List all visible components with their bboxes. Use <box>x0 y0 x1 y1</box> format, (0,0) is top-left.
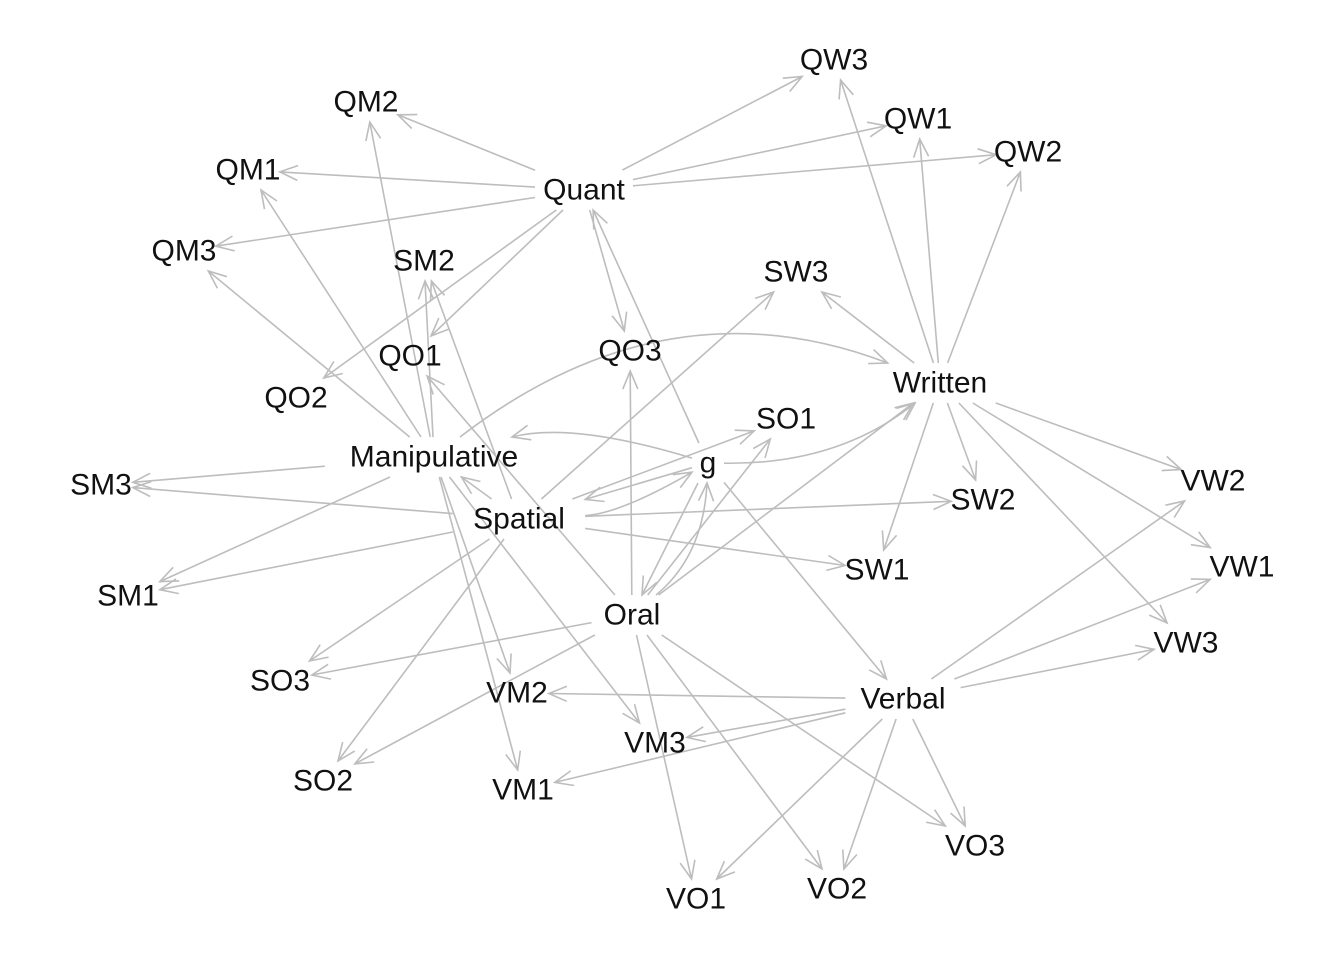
edge-written-to-vw1 <box>972 402 1212 549</box>
edge-spatial-to-manipulative <box>459 475 493 500</box>
node-vo1: VO1 <box>666 883 726 916</box>
edge-spatial-to-g <box>585 471 694 517</box>
edge-g-to-spatial <box>583 466 693 503</box>
node-qw2: QW2 <box>994 136 1062 169</box>
edge-spatial-to-sm1 <box>157 531 453 595</box>
edge-quant-to-qo2 <box>322 209 557 380</box>
edge-quant-to-qm3 <box>213 196 536 252</box>
node-sw1: SW1 <box>844 554 909 587</box>
edge-verbal-to-vm1 <box>552 712 846 787</box>
node-verbal: Verbal <box>860 683 945 716</box>
edge-manipulative-to-vm1 <box>438 476 522 773</box>
edge-g-to-oral <box>641 482 699 597</box>
edge-oral-to-qo1 <box>425 374 616 596</box>
edge-written-to-vw2 <box>995 402 1184 472</box>
node-vm2: VM2 <box>486 677 548 710</box>
node-sm3: SM3 <box>70 469 132 502</box>
node-qm3: QM3 <box>151 235 216 268</box>
node-spatial: Spatial <box>473 503 565 536</box>
node-sw3: SW3 <box>763 256 828 289</box>
node-vw2: VW2 <box>1180 465 1245 498</box>
edge-verbal-to-vm2 <box>546 685 846 703</box>
edge-manipulative-to-vm3 <box>448 476 641 725</box>
edge-spatial-to-so2 <box>336 538 505 763</box>
edge-g-to-quant <box>592 208 700 444</box>
node-vo3: VO3 <box>945 830 1005 863</box>
edge-spatial-to-sw2 <box>585 493 954 518</box>
edge-verbal-to-vw3 <box>960 644 1157 689</box>
node-qm2: QM2 <box>333 86 398 119</box>
edge-oral-to-so2 <box>352 634 596 765</box>
node-vw3: VW3 <box>1153 627 1218 660</box>
node-sw2: SW2 <box>950 484 1015 517</box>
node-vm1: VM1 <box>492 774 554 807</box>
edge-oral-to-vo3 <box>661 634 948 828</box>
edge-spatial-to-so3 <box>307 538 490 663</box>
node-vw1: VW1 <box>1209 551 1274 584</box>
edge-spatial-to-sm3 <box>130 480 453 515</box>
edge-spatial-to-sw3 <box>540 290 776 500</box>
edge-manipulative-to-qm3 <box>206 269 411 438</box>
edge-oral-to-so1 <box>647 437 772 596</box>
edge-quant-to-qo3 <box>588 209 628 333</box>
edge-verbal-to-vo2 <box>842 718 897 871</box>
node-oral: Oral <box>604 599 661 632</box>
edge-manipulative-to-qm1 <box>259 188 422 438</box>
edge-oral-to-so3 <box>309 621 592 680</box>
edge-written-to-qw1 <box>912 136 940 364</box>
edge-spatial-to-sm2 <box>429 279 513 500</box>
node-so1: SO1 <box>756 403 816 436</box>
edges-layer <box>130 75 1213 882</box>
edge-oral-to-g <box>655 480 715 596</box>
node-qm1: QM1 <box>215 154 280 187</box>
edge-written-to-sw2 <box>946 402 978 482</box>
edge-verbal-to-vm3 <box>684 708 846 743</box>
edge-verbal-to-vw1 <box>954 578 1213 680</box>
edge-verbal-to-vo1 <box>715 718 883 881</box>
edge-manipulative-to-sm3 <box>130 465 325 490</box>
edge-spatial-to-so1 <box>572 429 757 500</box>
edge-g-to-manipulative <box>509 424 693 459</box>
node-sm2: SM2 <box>393 245 455 278</box>
edge-oral-to-qo3 <box>622 368 639 596</box>
node-manipulative: Manipulative <box>350 441 518 474</box>
node-vo2: VO2 <box>807 873 867 906</box>
nodes-layer: QW3 QW1 QW2 QM2 QM1 QM3 Quant SM2 SW3 QO3 QO1 QO2 Wr… <box>70 44 1274 916</box>
edge-written-to-sw3 <box>820 290 915 364</box>
edge-written-to-qw3 <box>838 78 935 364</box>
edge-quant-to-qw2 <box>632 148 999 187</box>
edge-spatial-to-sw1 <box>585 527 848 572</box>
edge-quant-to-qm1 <box>277 164 536 188</box>
edge-manipulative-to-written <box>459 332 890 438</box>
node-quant: Quant <box>543 174 625 207</box>
edge-written-to-qw2 <box>946 170 1022 364</box>
node-so2: SO2 <box>293 765 353 798</box>
edge-quant-to-qo1 <box>429 209 564 338</box>
node-qo2: QO2 <box>264 382 327 415</box>
edge-g-to-verbal <box>723 481 888 681</box>
edge-written-to-sw1 <box>881 402 935 552</box>
edge-oral-to-vo2 <box>646 634 824 871</box>
node-qo1: QO1 <box>378 340 441 373</box>
edge-quant-to-qm2 <box>395 113 536 171</box>
node-so3: SO3 <box>250 665 310 698</box>
node-vm3: VM3 <box>624 727 686 760</box>
node-qo3: QO3 <box>598 335 661 368</box>
edge-manipulative-to-qm2 <box>365 119 431 438</box>
edge-verbal-to-vo3 <box>912 718 967 828</box>
edge-verbal-to-vw2 <box>930 499 1187 680</box>
node-qw1: QW1 <box>884 103 952 136</box>
edge-quant-to-qw3 <box>622 75 805 171</box>
node-qw3: QW3 <box>800 44 868 77</box>
node-sm1: SM1 <box>97 580 159 613</box>
node-g: g <box>700 447 717 480</box>
edge-written-to-vw3 <box>958 402 1169 625</box>
node-written: Written <box>893 367 987 400</box>
edge-oral-to-written <box>658 401 916 596</box>
edge-quant-to-qw1 <box>632 121 889 181</box>
